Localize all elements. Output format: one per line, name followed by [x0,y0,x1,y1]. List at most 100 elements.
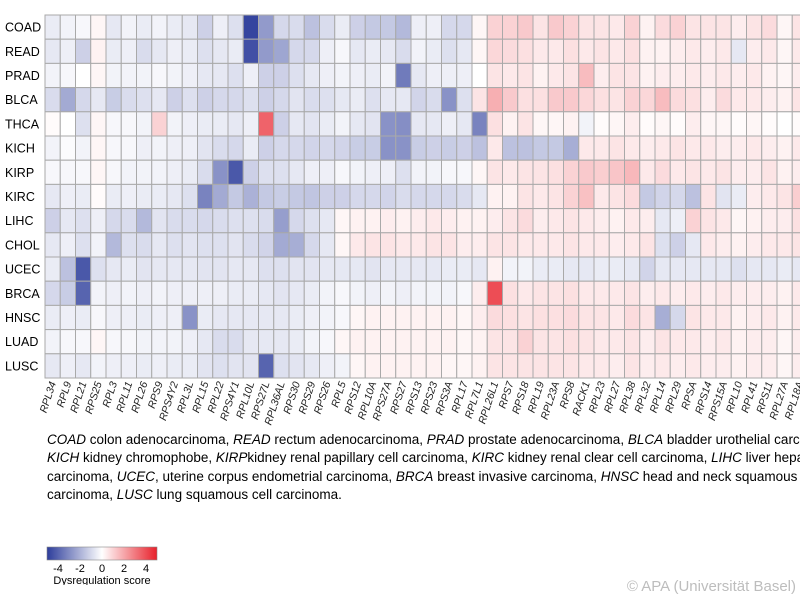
heatmap-cell [425,256,442,282]
heatmap-cell [212,135,229,161]
heatmap-cell [258,159,275,185]
heatmap-cell [120,329,137,355]
heatmap-cell [273,111,290,137]
heatmap-cell [151,159,168,185]
heatmap-cell [166,304,183,331]
row-label: CHOL [5,238,40,252]
heatmap-cell [288,14,305,40]
heatmap-cell [654,256,671,282]
heatmap-cell [44,111,61,137]
heatmap-cell [517,62,534,89]
caption-line: carcinoma, UCEC, uterine corpus endometr… [47,468,800,486]
heatmap-cell [624,232,641,258]
heatmap-cell [75,280,92,306]
heatmap-cell [151,329,168,355]
heatmap-cell [654,304,671,331]
heatmap-cell [334,87,351,113]
caption-text: kidney renal clear cell carcinoma, [504,450,712,466]
heatmap-cell [700,111,717,137]
heatmap-cell [471,87,488,113]
heatmap-cell [532,135,549,161]
heatmap-cell [105,304,122,331]
heatmap-cell [319,208,336,234]
heatmap-cell [654,232,671,258]
heatmap-cell [197,353,214,379]
heatmap-cell [578,232,595,258]
heatmap-cell [181,14,198,40]
heatmap-cell [761,183,778,210]
heatmap-cell [502,87,519,113]
heatmap-cell [639,280,656,306]
heatmap-cell [441,135,458,161]
heatmap-cell [273,135,290,161]
heatmap-cell [608,38,625,64]
heatmap-cell [746,62,763,89]
heatmap-cell [441,62,458,89]
heatmap-cell [669,87,686,113]
heatmap-cell [685,329,702,355]
heatmap-cell [471,38,488,64]
heatmap-cell [624,38,641,64]
heatmap-cell [334,353,351,379]
heatmap-cell [349,183,366,210]
heatmap-cell [608,62,625,89]
heatmap-cell [471,183,488,210]
heatmap-cell [502,232,519,258]
heatmap-cell [197,280,214,306]
heatmap-cell [685,14,702,40]
heatmap-cell [700,232,717,258]
heatmap-cell [334,208,351,234]
heatmap-cell [563,208,580,234]
heatmap-cell [593,111,610,137]
heatmap-cell [486,87,503,113]
heatmap-cell [776,87,793,113]
heatmap-cell [593,87,610,113]
heatmap-cell [380,208,397,234]
heatmap-cell [395,232,412,258]
heatmap-cell [654,329,671,355]
heatmap-cell [120,256,137,282]
heatmap-cell [730,304,747,331]
heatmap-cell [563,62,580,89]
heatmap-cell [563,38,580,64]
heatmap-cell [212,14,229,40]
heatmap-cell [349,304,366,331]
heatmap-cell [303,183,320,210]
heatmap-cell [761,304,778,331]
heatmap-cell [349,280,366,306]
heatmap-cell [44,256,61,282]
heatmap-cell [59,304,76,331]
heatmap-cell [608,256,625,282]
heatmap-cell [715,111,732,137]
heatmap-cell [319,280,336,306]
heatmap-cell [227,329,244,355]
column-label: RPL34 [38,380,59,414]
row-label: LUSC [5,359,38,373]
heatmap-cell [105,208,122,234]
heatmap-cell [654,38,671,64]
heatmap-cell [288,304,305,331]
heatmap-cell [578,304,595,331]
heatmap-cell [288,135,305,161]
heatmap-cell [654,135,671,161]
heatmap-cell [212,111,229,137]
heatmap-cell [242,208,259,234]
heatmap-cell [242,304,259,331]
heatmap-cell [425,280,442,306]
heatmap-cell [486,304,503,331]
heatmap-cell [746,14,763,40]
heatmap-cell [669,62,686,89]
heatmap-cell [319,87,336,113]
heatmap-cell [471,135,488,161]
heatmap-cell [227,208,244,234]
heatmap-cell [761,14,778,40]
heatmap-cell [151,256,168,282]
heatmap-cell [502,159,519,185]
heatmap-cell [502,208,519,234]
heatmap-cell [380,304,397,331]
heatmap-cell [425,135,442,161]
heatmap-cell [303,329,320,355]
heatmap-cell [90,111,107,137]
heatmap-cell [791,353,800,379]
caption-line: COAD colon adenocarcinoma, READ rectum a… [47,431,800,449]
